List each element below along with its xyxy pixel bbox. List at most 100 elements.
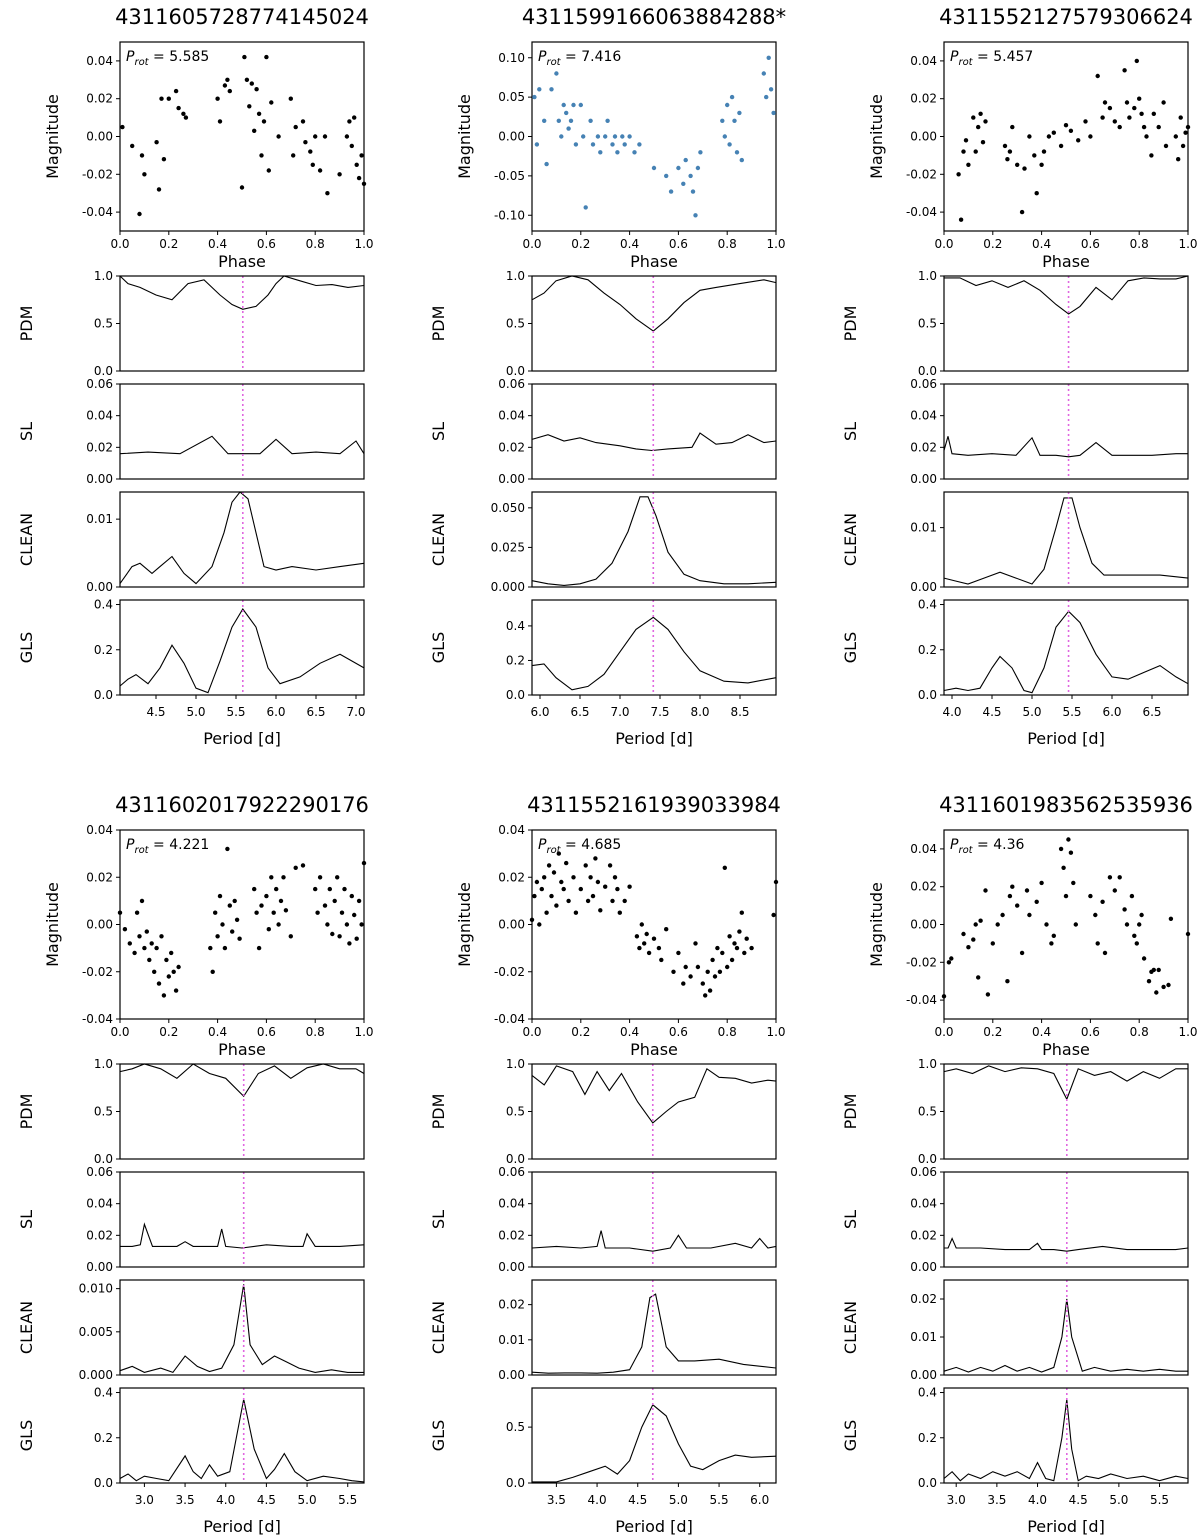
data-point [1049,941,1054,946]
x-tick-label: 5.5 [338,1493,357,1507]
data-point [349,143,354,149]
data-point [1093,912,1098,918]
data-point [1137,922,1142,927]
data-point [551,870,557,875]
y-tick-label: 0.2 [94,643,113,657]
data-point [656,945,662,951]
x-tick-label: 0.4 [620,1025,639,1039]
data-point [1061,865,1066,870]
data-point [1032,153,1037,158]
plot-frame [531,1387,777,1484]
data-point [354,162,359,167]
y-tick-label: 0.10 [498,51,525,65]
y-tick-label: 0.00 [498,130,525,144]
data-point [1173,134,1179,139]
y-tick-label: 0.00 [498,918,525,932]
y-tick-label: 1.0 [94,1057,113,1071]
data-point [598,908,603,913]
x-tick-label: 0.8 [1130,237,1149,251]
data-point [1176,157,1181,162]
data-point [571,102,576,108]
data-point [1122,907,1127,912]
data-point [1034,899,1039,904]
y-axis-label: GLS [429,632,448,663]
data-point [1161,100,1166,105]
data-point [581,134,586,139]
data-point [1100,115,1105,120]
data-point [342,886,347,892]
data-point [688,173,693,179]
prot-subscript: rot [958,845,973,856]
data-point [1068,850,1074,855]
data-point [573,142,579,147]
plot-frame [119,599,365,696]
data-point [983,119,988,124]
y-axis-label: Magnitude [43,94,62,179]
data-point [227,903,232,908]
y-tick-label: 0.02 [910,1292,937,1306]
data-point [529,917,535,922]
data-point [963,138,969,143]
plot-frame [943,1387,1189,1484]
x-tick-label: 0.4 [620,237,639,251]
prot-subscript: rot [546,845,561,856]
data-point [252,886,257,892]
x-tick-label: 0.0 [110,237,129,251]
data-point [715,945,720,951]
x-tick-label: 0.6 [257,1025,276,1039]
data-point [985,992,991,997]
prot-equals: = [973,49,994,65]
data-point [607,863,613,868]
x-tick-label: 3.0 [947,1493,966,1507]
y-tick-label: 0.5 [506,317,525,331]
data-point [1124,100,1130,105]
y-tick-label: 0.00 [910,1368,937,1382]
data-point [976,975,981,980]
y-tick-label: 0.4 [94,598,113,612]
prot-value: 4.685 [581,837,621,853]
data-point [578,102,583,108]
y-tick-label: 0.5 [506,1420,525,1434]
data-point [583,205,588,210]
periodogram-gls: 0.0 0.2 0.4 GLS 3.0 3.5 4.0 4.5 5.0 5.5 Period [d] [841,1386,1189,1536]
chart-title: 4311601983562535936 [939,793,1193,817]
y-tick-label: 0.02 [86,870,113,884]
y-axis-label: CLEAN [17,1301,36,1354]
data-point [234,917,240,922]
prot-subscript: rot [958,57,973,68]
data-point [271,910,276,915]
y-axis-label: GLS [429,1420,448,1451]
data-point [646,950,652,956]
plot-frame [943,1171,1189,1268]
data-point [230,929,235,934]
x-tick-label: 4.0 [1028,1493,1047,1507]
data-point [590,893,596,899]
data-point [239,185,245,190]
series-line [119,1399,365,1483]
plot-frame [531,1171,777,1268]
data-point [710,957,715,963]
data-point [727,934,732,939]
y-tick-label: 0.02 [498,1228,525,1242]
prot-symbol: P [950,49,959,65]
data-point [1122,68,1127,73]
data-point [676,165,681,171]
data-point [722,134,727,139]
x-tick-label: 4.0 [588,1493,607,1507]
x-tick-label: 0.4 [1032,237,1051,251]
data-point [322,903,328,908]
y-tick-label: 0.04 [910,54,937,68]
data-point [1107,105,1113,111]
y-tick-label: 0.02 [86,1228,113,1242]
data-point [720,118,725,124]
data-point [973,922,978,927]
data-point [344,922,350,927]
data-point [1139,912,1144,918]
series-line [943,1399,1189,1482]
y-tick-label: 0.00 [86,1260,113,1274]
x-tick-label: 0.6 [1081,1025,1100,1039]
data-point [1117,875,1122,880]
x-tick-label: 7.0 [346,705,365,719]
y-tick-label: 0.04 [910,409,937,423]
data-point [966,945,971,950]
